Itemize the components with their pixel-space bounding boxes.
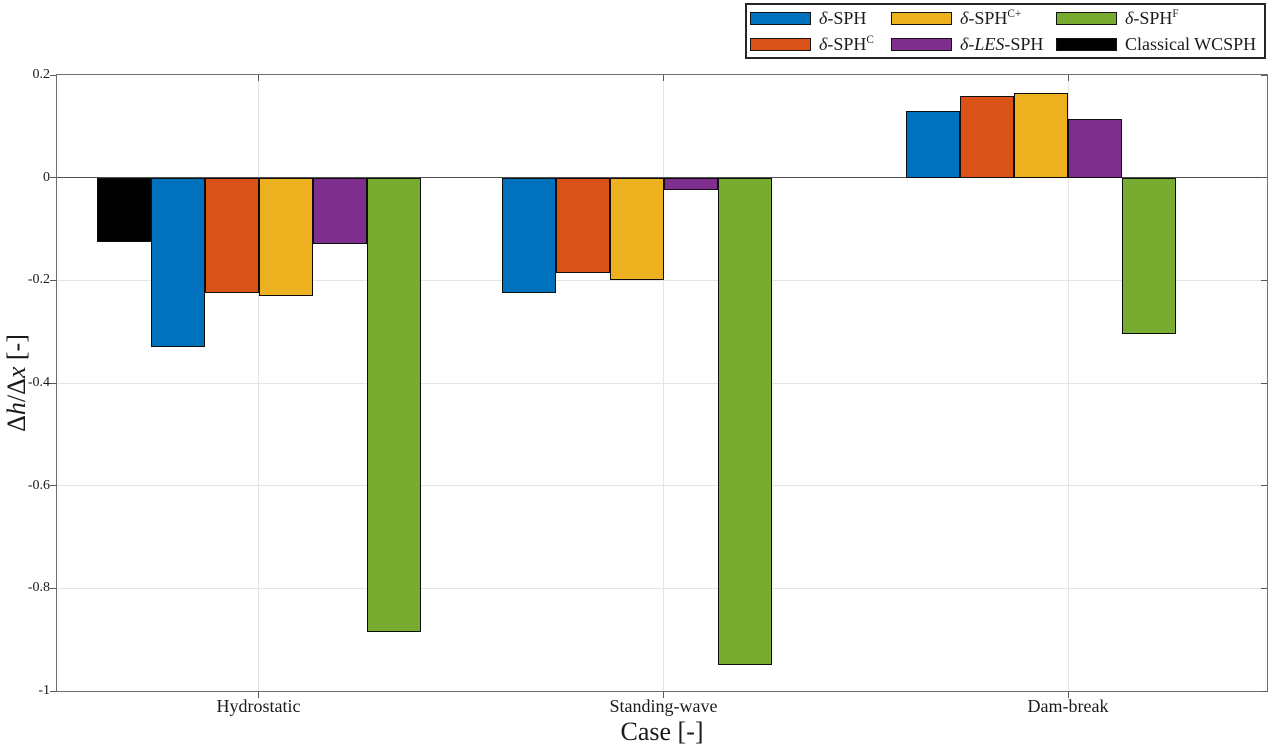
- label-part: δ: [819, 7, 828, 28]
- x-tick-label-dam-break: Dam-break: [1027, 696, 1109, 716]
- y-tick-mark: [50, 690, 56, 692]
- x-tick-mark-inner: [663, 75, 664, 81]
- y-tick-mark-inner: [1261, 485, 1267, 487]
- legend-swatch-delta-sph-c: [750, 37, 811, 51]
- y-tick-mark: [50, 485, 56, 487]
- legend-label-delta-sph: δ-SPH: [819, 8, 866, 29]
- legend-swatch-delta-sph-f: [1056, 11, 1117, 25]
- x-tick-mark: [258, 692, 259, 698]
- legend-swatch-delta-sph: [750, 11, 811, 25]
- label-part: [-]: [2, 334, 31, 367]
- x-tick-mark: [1067, 692, 1069, 698]
- y-tick-mark: [50, 587, 56, 589]
- legend-item-delta-sph-f: δ-SPHF: [1056, 8, 1264, 29]
- label-part: Classical WCSPH: [1125, 33, 1257, 54]
- x-gridline: [258, 75, 259, 691]
- plot-area: [50, 74, 1268, 698]
- legend-label-classical-wcsph: Classical WCSPH: [1125, 34, 1256, 55]
- y-tick-label: -0.8: [27, 580, 50, 596]
- legend-item-delta-sph-c: δ-SPHC: [750, 34, 891, 55]
- y-tick-label: 0: [43, 169, 50, 185]
- x-tick-label-hydrostatic: Hydrostatic: [216, 696, 301, 716]
- bar-standing-wave-delta-sph-c: [555, 177, 610, 273]
- label-part: -SPH: [827, 7, 867, 28]
- legend-label-delta-les-sph: δ-LES-SPH: [960, 34, 1043, 55]
- legend-item-delta-sph: δ-SPH: [750, 8, 891, 29]
- bar-standing-wave-delta-les-sph: [663, 177, 718, 191]
- legend-swatch-delta-sph-c-plus: [891, 11, 952, 25]
- y-tick-mark: [50, 382, 56, 384]
- legend: δ-SPH δ-SPHC δ-SPHC+ δ-LES-SPH δ-SPHF Classic…: [745, 3, 1266, 59]
- bar-dam-break-delta-sph-f: [1122, 177, 1176, 335]
- x-gridline: [1067, 75, 1069, 691]
- legend-swatch-delta-les-sph: [891, 37, 952, 51]
- label-part: δ: [819, 33, 828, 54]
- label-part: Δ: [2, 415, 31, 432]
- label-part: δ: [1125, 7, 1134, 28]
- legend-item-classical-wcsph: Classical WCSPH: [1056, 34, 1264, 55]
- bar-dam-break-delta-sph: [906, 110, 960, 178]
- y-gridline: [57, 485, 1267, 487]
- y-tick-mark-inner: [1261, 382, 1267, 384]
- label-part: -SPH: [1133, 7, 1173, 28]
- y-tick-label: -0.6: [27, 477, 50, 493]
- label-part: -SPH: [968, 7, 1008, 28]
- label-part: LES: [974, 33, 1005, 54]
- y-tick-mark: [50, 74, 56, 76]
- y-tick-label: -0.2: [27, 272, 50, 288]
- x-axis-label: Case [-]: [620, 717, 704, 746]
- y-tick-label: -0.4: [27, 375, 50, 390]
- y-tick-mark: [50, 279, 56, 281]
- y-tick-mark-inner: [1261, 177, 1267, 179]
- legend-label-delta-sph-c-plus: δ-SPHC+: [960, 8, 1021, 29]
- y-gridline: [57, 279, 1267, 281]
- label-part: h: [2, 402, 31, 416]
- legend-item-delta-sph-c-plus: δ-SPHC+: [891, 8, 1056, 29]
- label-part: C+: [1007, 7, 1022, 20]
- bar-standing-wave-delta-sph-f: [717, 177, 772, 666]
- label-part: -SPH: [827, 33, 867, 54]
- y-gridline: [57, 382, 1267, 384]
- bar-standing-wave-delta-sph: [501, 177, 556, 294]
- x-tick-mark-inner: [258, 75, 259, 81]
- label-part: δ: [960, 7, 969, 28]
- label-part: -SPH: [1004, 33, 1044, 54]
- bar-hydrostatic-delta-sph-c-plus: [258, 177, 313, 296]
- label-part: C: [866, 33, 874, 46]
- x-tick-mark: [663, 692, 664, 698]
- y-tick-mark-inner: [1261, 690, 1267, 692]
- y-gridline: [57, 587, 1267, 589]
- y-tick-mark: [50, 177, 56, 179]
- legend-swatch-classical-wcsph: [1056, 37, 1117, 51]
- y-tick-label: 0.2: [32, 67, 51, 82]
- x-tick-label-standing-wave: Standing-wave: [609, 696, 718, 716]
- legend-label-delta-sph-c: δ-SPHC: [819, 34, 874, 55]
- bar-dam-break-delta-sph-c-plus: [1014, 92, 1068, 178]
- bar-hydrostatic-delta-sph-c: [204, 177, 259, 294]
- bar-hydrostatic-delta-sph: [150, 177, 205, 348]
- label-part: -: [968, 33, 975, 54]
- y-tick-mark-inner: [1261, 74, 1267, 76]
- bar-hydrostatic-delta-les-sph: [312, 177, 367, 245]
- y-tick-mark-inner: [1261, 587, 1267, 589]
- label-part: F: [1172, 7, 1179, 20]
- bar-dam-break-delta-les-sph: [1068, 118, 1122, 178]
- legend-label-delta-sph-f: δ-SPHF: [1125, 8, 1179, 29]
- bar-dam-break-delta-sph-c: [960, 95, 1014, 178]
- y-tick-label: -1: [38, 683, 50, 698]
- bar-standing-wave-delta-sph-c-plus: [609, 177, 664, 281]
- legend-item-delta-les-sph: δ-LES-SPH: [891, 34, 1056, 55]
- label-part: δ: [960, 33, 969, 54]
- x-tick-mark-inner: [1067, 75, 1069, 81]
- bar-hydrostatic-delta-sph-f: [366, 177, 421, 632]
- y-tick-mark-inner: [1261, 279, 1267, 281]
- bar-hydrostatic-classical-wcsph: [96, 177, 151, 242]
- x-gridline: [663, 75, 664, 691]
